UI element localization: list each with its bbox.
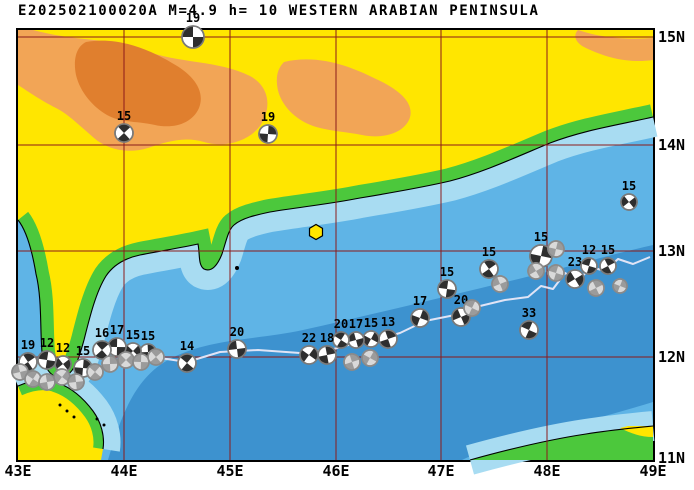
beachball: 20: [332, 317, 350, 349]
beachball-depth-label: 17: [349, 317, 363, 331]
beachball-depth-label: 19: [261, 110, 275, 124]
beachball-depth-label: 33: [522, 306, 536, 320]
x-tick-label: 46E: [322, 462, 350, 480]
beachball-depth-label: 17: [413, 294, 427, 308]
beachball-depth-label: 15: [601, 243, 615, 257]
x-tick-label: 49E: [639, 462, 667, 480]
beachball-depth-label: 15: [117, 109, 131, 123]
beachball-depth-label: 15: [534, 230, 548, 244]
beachball: [101, 355, 119, 373]
highland-central: [276, 59, 411, 137]
beachball: 22: [299, 331, 319, 365]
beachball: [86, 363, 104, 381]
beachball-depth-label: 22: [302, 331, 316, 345]
x-tick-label: 47E: [427, 462, 455, 480]
beachball-depth-label: 14: [180, 339, 194, 353]
beachball: 15: [479, 245, 499, 279]
beachball: 12: [54, 341, 72, 373]
beachball-depth-label: 17: [110, 323, 124, 337]
x-tick-label: 44E: [110, 462, 138, 480]
y-tick-label: 12N: [658, 348, 686, 366]
beachball: [491, 275, 509, 293]
beachball-depth-label: 20: [230, 325, 244, 339]
beachball-depth-label: 19: [186, 11, 200, 25]
beachball-depth-label: 12: [56, 341, 70, 355]
beachball-depth-label: 15: [141, 329, 155, 343]
beachball: 12: [37, 336, 57, 370]
beachball: [147, 348, 165, 366]
beachball: [587, 279, 605, 297]
beachball: 14: [177, 339, 197, 373]
x-tick-label: 43E: [4, 462, 32, 480]
beachball: 12: [580, 243, 598, 275]
beachball: [132, 353, 150, 371]
beachball: [361, 349, 379, 367]
y-tick-label: 14N: [658, 136, 686, 154]
beachball: [117, 351, 135, 369]
beachball-depth-label: 12: [582, 243, 596, 257]
epicenter-hexagon: [308, 223, 324, 241]
beachball: 33: [519, 306, 539, 340]
y-tick-label: 13N: [658, 242, 686, 260]
beachball-depth-label: 15: [482, 245, 496, 259]
beachball-depth-label: 15: [440, 265, 454, 279]
beachball: 20: [227, 325, 247, 359]
beachball: 18: [317, 331, 337, 365]
beachball-depth-label: 23: [568, 255, 582, 269]
beachball: 19: [258, 110, 278, 144]
map-title: E202502100020A M=4.9 h= 10 WESTERN ARABI…: [18, 3, 540, 19]
beachball: [343, 353, 361, 371]
beachball-depth-label: 19: [21, 338, 35, 352]
beachball-depth-label: 15: [76, 344, 90, 358]
x-tick-label: 48E: [533, 462, 561, 480]
beachball-depth-label: 15: [622, 179, 636, 193]
beachball: [11, 363, 29, 381]
beachball: [24, 370, 42, 388]
beachball-depth-label: 20: [334, 317, 348, 331]
beachball: 13: [378, 315, 398, 349]
x-tick-label: 45E: [216, 462, 244, 480]
beachball: 15: [362, 316, 380, 348]
south-coast-strip: [470, 426, 653, 460]
beachball-depth-label: 12: [40, 336, 54, 350]
map-frame: 19 15 19 15 15 15 15 23 12 15 17 20 33 13 15 17 20 18 22 20…: [11, 11, 658, 475]
beachball: [67, 373, 85, 391]
beachball: [38, 373, 56, 391]
beachball: 15: [620, 179, 638, 211]
beachball: 19: [181, 11, 205, 49]
beachball-depth-label: 15: [364, 316, 378, 330]
y-tick-label: 11N: [658, 449, 686, 467]
highland-peak: [74, 40, 201, 127]
small-islands: [58, 266, 239, 427]
beachball-depth-label: 13: [381, 315, 395, 329]
beachball-depth-label: 15: [126, 328, 140, 342]
beachball: [547, 264, 565, 282]
y-tick-label: 15N: [658, 28, 686, 46]
beachball: 23: [565, 255, 585, 289]
beachball: 15: [599, 243, 617, 275]
beachball: 17: [347, 317, 365, 349]
beachball: 17: [410, 294, 430, 328]
highland-northeast: [575, 30, 653, 62]
beachball: [527, 262, 545, 280]
epicenter-symbol: [308, 223, 324, 241]
beachball: [612, 278, 628, 294]
beachball: [463, 299, 481, 317]
beachball: 15: [437, 265, 457, 299]
beachball: [53, 368, 71, 386]
beachball-depth-label: 16: [95, 326, 109, 340]
beachball: [547, 240, 565, 258]
beachball: 15: [114, 109, 134, 143]
beachball-depth-label: 18: [320, 331, 334, 345]
